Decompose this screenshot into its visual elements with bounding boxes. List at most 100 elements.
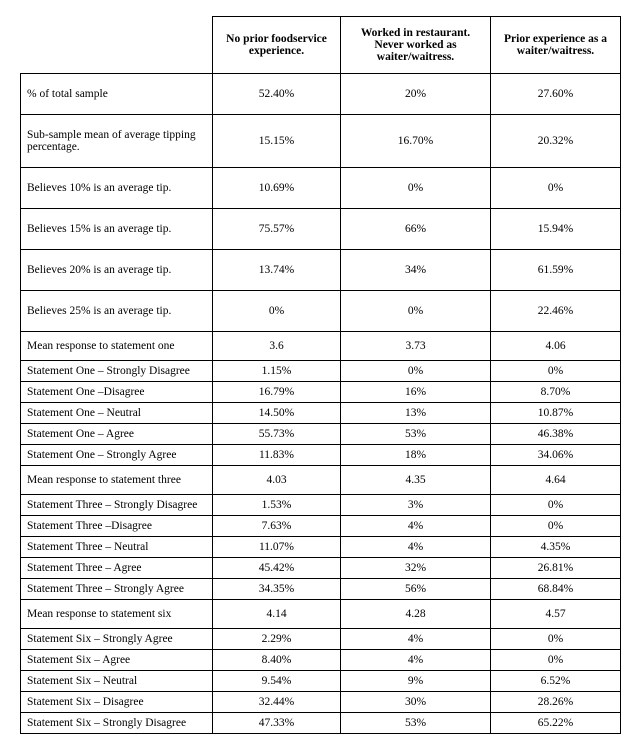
row-label: Statement Three –Disagree — [21, 516, 213, 537]
table-row: Statement One –Disagree16.79%16%8.70% — [21, 382, 621, 403]
cell: 61.59% — [491, 250, 621, 291]
row-label: % of total sample — [21, 74, 213, 115]
cell: 9.54% — [213, 671, 341, 692]
header-blank — [21, 17, 213, 74]
row-label: Statement One – Agree — [21, 424, 213, 445]
table-row: Statement Six – Strongly Agree2.29%4%0% — [21, 629, 621, 650]
table-row: Believes 25% is an average tip.0%0%22.46… — [21, 291, 621, 332]
cell: 4.35% — [491, 537, 621, 558]
cell: 15.15% — [213, 115, 341, 168]
cell: 53% — [341, 713, 491, 734]
table-row: Believes 10% is an average tip.10.69%0%0… — [21, 168, 621, 209]
table-row: Statement Six – Disagree32.44%30%28.26% — [21, 692, 621, 713]
cell: 46.38% — [491, 424, 621, 445]
row-label: Believes 25% is an average tip. — [21, 291, 213, 332]
col-header-0: No prior foodservice experience. — [213, 17, 341, 74]
row-label: Mean response to statement three — [21, 466, 213, 495]
cell: 45.42% — [213, 558, 341, 579]
table-row: % of total sample52.40%20%27.60% — [21, 74, 621, 115]
table-row: Statement Three –Disagree7.63%4%0% — [21, 516, 621, 537]
table-row: Statement Six – Strongly Disagree47.33%5… — [21, 713, 621, 734]
table-row: Mean response to statement one3.63.734.0… — [21, 332, 621, 361]
cell: 4.03 — [213, 466, 341, 495]
cell: 4.14 — [213, 600, 341, 629]
cell: 32.44% — [213, 692, 341, 713]
cell: 16.79% — [213, 382, 341, 403]
cell: 4% — [341, 516, 491, 537]
table-row: Statement One – Neutral14.50%13%10.87% — [21, 403, 621, 424]
row-label: Statement Six – Disagree — [21, 692, 213, 713]
cell: 4.57 — [491, 600, 621, 629]
table-row: Believes 15% is an average tip.75.57%66%… — [21, 209, 621, 250]
cell: 0% — [491, 629, 621, 650]
cell: 0% — [491, 495, 621, 516]
cell: 4% — [341, 650, 491, 671]
row-label: Sub-sample mean of average tipping perce… — [21, 115, 213, 168]
cell: 27.60% — [491, 74, 621, 115]
cell: 11.83% — [213, 445, 341, 466]
cell: 1.15% — [213, 361, 341, 382]
row-label: Statement One – Strongly Disagree — [21, 361, 213, 382]
row-label: Believes 20% is an average tip. — [21, 250, 213, 291]
cell: 52.40% — [213, 74, 341, 115]
cell: 28.26% — [491, 692, 621, 713]
table-row: Statement Six – Agree8.40%4%0% — [21, 650, 621, 671]
row-label: Statement Six – Strongly Agree — [21, 629, 213, 650]
cell: 6.52% — [491, 671, 621, 692]
cell: 0% — [213, 291, 341, 332]
data-table: No prior foodservice experience. Worked … — [20, 16, 621, 734]
cell: 0% — [341, 291, 491, 332]
table-row: Statement Three – Strongly Agree34.35%56… — [21, 579, 621, 600]
cell: 30% — [341, 692, 491, 713]
cell: 16% — [341, 382, 491, 403]
row-label: Statement One – Strongly Agree — [21, 445, 213, 466]
table-row: Statement Three – Neutral11.07%4%4.35% — [21, 537, 621, 558]
table-row: Statement One – Strongly Disagree1.15%0%… — [21, 361, 621, 382]
cell: 0% — [491, 650, 621, 671]
cell: 22.46% — [491, 291, 621, 332]
cell: 2.29% — [213, 629, 341, 650]
cell: 0% — [341, 361, 491, 382]
cell: 20% — [341, 74, 491, 115]
cell: 10.69% — [213, 168, 341, 209]
row-label: Believes 15% is an average tip. — [21, 209, 213, 250]
cell: 0% — [341, 168, 491, 209]
cell: 34.06% — [491, 445, 621, 466]
cell: 56% — [341, 579, 491, 600]
cell: 4.64 — [491, 466, 621, 495]
cell: 7.63% — [213, 516, 341, 537]
cell: 34% — [341, 250, 491, 291]
table-row: Statement Three – Strongly Disagree1.53%… — [21, 495, 621, 516]
cell: 32% — [341, 558, 491, 579]
cell: 4.28 — [341, 600, 491, 629]
table-row: Believes 20% is an average tip.13.74%34%… — [21, 250, 621, 291]
cell: 34.35% — [213, 579, 341, 600]
header-row: No prior foodservice experience. Worked … — [21, 17, 621, 74]
cell: 14.50% — [213, 403, 341, 424]
table-body: % of total sample52.40%20%27.60%Sub-samp… — [21, 74, 621, 734]
cell: 16.70% — [341, 115, 491, 168]
cell: 8.40% — [213, 650, 341, 671]
cell: 18% — [341, 445, 491, 466]
table-row: Statement Six – Neutral9.54%9%6.52% — [21, 671, 621, 692]
row-label: Mean response to statement one — [21, 332, 213, 361]
cell: 0% — [491, 516, 621, 537]
cell: 0% — [491, 168, 621, 209]
cell: 11.07% — [213, 537, 341, 558]
table-row: Statement One – Strongly Agree11.83%18%3… — [21, 445, 621, 466]
col-header-1: Worked in restaurant. Never worked as wa… — [341, 17, 491, 74]
table-row: Sub-sample mean of average tipping perce… — [21, 115, 621, 168]
row-label: Statement Three – Neutral — [21, 537, 213, 558]
row-label: Statement One –Disagree — [21, 382, 213, 403]
cell: 3.73 — [341, 332, 491, 361]
row-label: Mean response to statement six — [21, 600, 213, 629]
cell: 8.70% — [491, 382, 621, 403]
cell: 66% — [341, 209, 491, 250]
cell: 26.81% — [491, 558, 621, 579]
row-label: Believes 10% is an average tip. — [21, 168, 213, 209]
cell: 55.73% — [213, 424, 341, 445]
table-row: Statement Three – Agree45.42%32%26.81% — [21, 558, 621, 579]
cell: 65.22% — [491, 713, 621, 734]
row-label: Statement Three – Strongly Agree — [21, 579, 213, 600]
cell: 3% — [341, 495, 491, 516]
